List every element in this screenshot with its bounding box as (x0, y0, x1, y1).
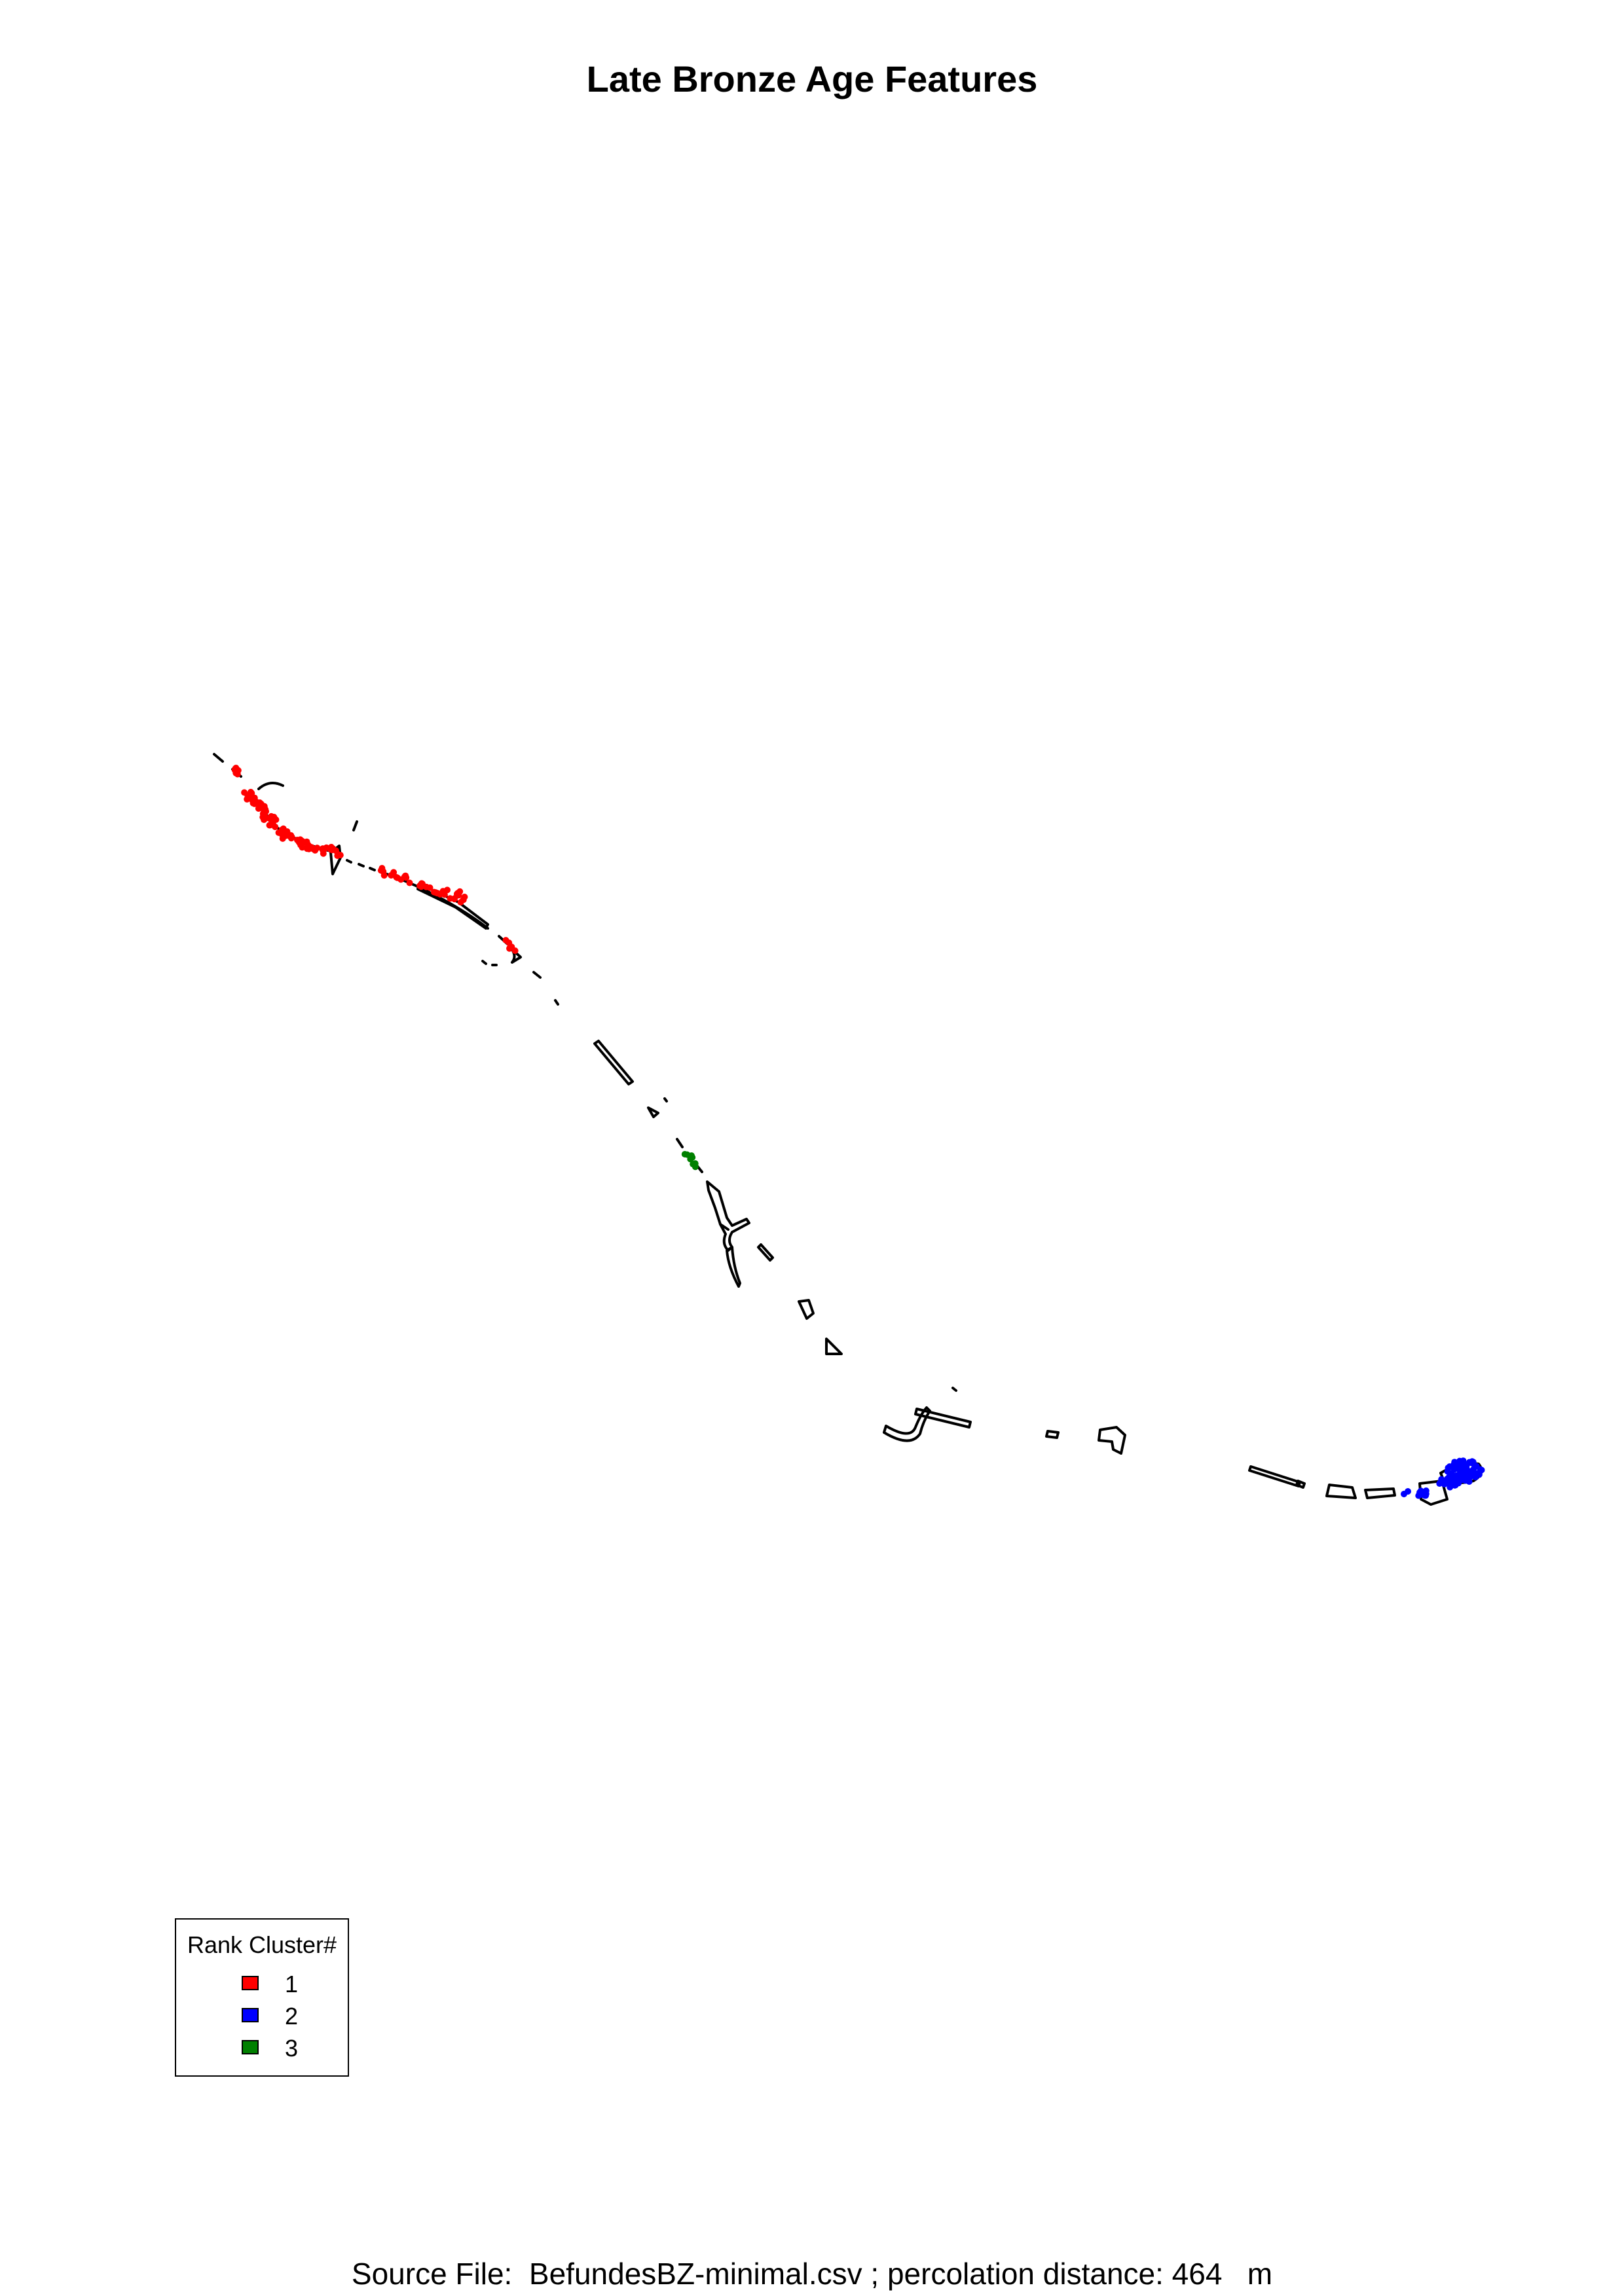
cluster-1-point (249, 797, 256, 804)
trench-outline (532, 971, 542, 979)
trench-outline (481, 960, 487, 965)
cluster-1-point (234, 771, 241, 778)
trench-outline (346, 859, 352, 864)
trench-outline (883, 1406, 931, 1442)
legend-label: 3 (285, 2035, 299, 2062)
cluster-1-point (320, 850, 327, 857)
cluster-1-point (280, 825, 287, 832)
trench-outline (719, 1223, 729, 1231)
cluster-1-point (261, 803, 268, 810)
trench-outline (951, 1387, 957, 1392)
trench-outline (825, 1338, 843, 1355)
trench-outline (1325, 1484, 1357, 1499)
cluster-1-point (511, 947, 519, 955)
cluster-1-point (451, 896, 458, 903)
legend-title: Rank Cluster# (187, 1931, 337, 1958)
cluster-1-point (432, 889, 439, 896)
trench-outline (358, 863, 365, 867)
trench-outline (663, 1097, 668, 1102)
cluster-2-point (1458, 1459, 1465, 1466)
cluster-2-point (1447, 1484, 1454, 1491)
trench-outline (1295, 1480, 1306, 1489)
legend-swatch-green (242, 2040, 259, 2054)
legend-label: 2 (285, 2003, 299, 2030)
cluster-3-point (692, 1163, 699, 1171)
cluster-1-point (380, 872, 388, 879)
cluster-2-point (1451, 1459, 1458, 1466)
legend-label: 1 (285, 1971, 299, 1997)
cluster-1-point (406, 879, 413, 886)
trench-outline (706, 1180, 750, 1252)
trench-outline (1045, 1430, 1060, 1439)
cluster-2-point (1422, 1492, 1430, 1499)
source-caption: Source File: BefundesBZ-minimal.csv ; pe… (351, 2257, 1273, 2291)
trench-outline (352, 820, 358, 831)
cluster-1-point (454, 890, 461, 897)
cluster-1-point (334, 852, 341, 859)
cluster-1-point (426, 884, 434, 891)
cluster-2-point (1462, 1462, 1469, 1469)
trench-outline (647, 1106, 659, 1118)
cluster-1-point (259, 814, 267, 821)
cluster-1-point (272, 824, 279, 830)
cluster-2-point (1422, 1487, 1430, 1494)
cluster-2-point (1401, 1491, 1407, 1497)
cluster-1-point (506, 939, 513, 946)
cluster-1-point (297, 838, 304, 845)
cluster-2-point (1446, 1463, 1453, 1470)
map-title: Late Bronze Age Features (586, 58, 1038, 100)
trench-outline (1364, 1487, 1396, 1499)
trench-outline (726, 1246, 741, 1288)
trench-outline (593, 1040, 634, 1085)
trench-outline (554, 999, 559, 1006)
trench-outline (257, 782, 284, 790)
trench-outline (1248, 1465, 1301, 1487)
cluster-1-point (397, 876, 405, 883)
cluster-2-point (1441, 1481, 1448, 1487)
cluster-2-point (1460, 1471, 1467, 1478)
feature-points (231, 765, 1485, 1499)
legend: Rank Cluster# 1 2 3 (175, 1918, 349, 2077)
cluster-1-point (232, 765, 240, 771)
cluster-1-point (390, 869, 397, 876)
cluster-1-point (269, 815, 276, 822)
cluster-2-point (1478, 1467, 1485, 1474)
cluster-1-point (327, 843, 335, 850)
trench-outline (369, 867, 376, 871)
trench-outline (213, 753, 224, 763)
legend-swatch-red (242, 1976, 259, 1990)
cluster-2-point (1472, 1474, 1479, 1481)
cluster-2-point (1416, 1490, 1424, 1497)
cluster-1-point (402, 872, 409, 879)
cluster-2-point (1460, 1476, 1467, 1484)
cluster-1-point (419, 881, 426, 887)
trench-outline (914, 1408, 972, 1429)
cluster-2-point (1455, 1465, 1462, 1472)
cluster-1-point (441, 891, 448, 898)
cluster-1-point (248, 790, 255, 797)
cluster-3-point (681, 1151, 688, 1157)
cluster-1-point (279, 831, 286, 839)
cluster-1-point (241, 789, 248, 796)
cluster-2-point (1466, 1478, 1473, 1485)
cluster-1-point (308, 844, 315, 851)
trench-outline (757, 1243, 774, 1262)
trench-outline (1098, 1426, 1126, 1455)
cluster-3-point (688, 1154, 695, 1161)
trench-outline (798, 1299, 815, 1320)
legend-swatch-blue (242, 2008, 259, 2022)
cluster-1-point (461, 894, 468, 900)
trench-outline (676, 1138, 684, 1148)
excavation-outlines (213, 753, 1483, 1506)
cluster-2-point (1473, 1463, 1480, 1470)
